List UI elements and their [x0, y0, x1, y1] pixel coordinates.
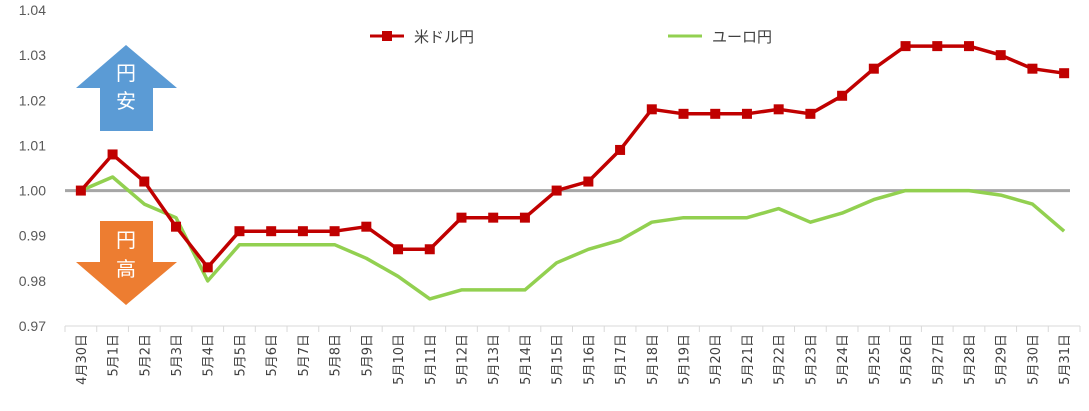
data-point-marker	[107, 149, 118, 160]
y-tick-label: 0.97	[19, 318, 46, 334]
x-tick-label: 5月12日	[455, 334, 470, 385]
x-tick-label: 5月3日	[170, 334, 185, 377]
x-tick-label: 5月18日	[646, 334, 661, 385]
x-tick-label: 5月26日	[900, 334, 915, 385]
data-point-marker	[424, 244, 435, 255]
data-point-marker	[297, 226, 308, 237]
y-tick-label: 1.01	[19, 137, 46, 153]
weak-yen-label-2: 安	[116, 89, 136, 113]
data-point-marker	[646, 104, 657, 115]
x-tick-label: 5月27日	[931, 334, 946, 385]
x-tick-label: 5月19日	[678, 334, 693, 385]
data-point-marker	[710, 108, 721, 119]
data-point-marker	[266, 226, 277, 237]
y-tick-label: 1.02	[19, 92, 46, 108]
strong-yen-label-1: 円	[116, 228, 136, 252]
x-tick-label: 5月7日	[297, 334, 312, 377]
y-tick-label: 1.03	[19, 47, 46, 63]
y-tick-label: 1.04	[19, 2, 46, 18]
x-tick-label: 5月16日	[582, 334, 597, 385]
data-point-marker	[488, 212, 499, 223]
y-tick-label: 0.99	[19, 228, 46, 244]
x-tick-label: 5月28日	[963, 334, 978, 385]
data-point-marker	[361, 221, 372, 232]
data-point-marker	[583, 176, 594, 187]
data-point-marker	[75, 185, 86, 196]
data-point-marker	[615, 144, 626, 155]
data-point-marker	[868, 63, 879, 74]
x-tick-label: 5月20日	[709, 334, 724, 385]
data-point-marker	[329, 226, 340, 237]
data-point-marker	[202, 262, 213, 273]
series-line-1	[80, 175, 1066, 301]
weak-yen-label-1: 円	[116, 61, 136, 85]
x-tick-label: 5月11日	[424, 334, 439, 385]
legend-item-usd: 米ドル円	[370, 28, 474, 46]
y-tick-label: 1.00	[19, 183, 46, 199]
data-point-marker	[741, 108, 752, 119]
series-lines	[75, 41, 1070, 301]
series-line-0	[79, 44, 1065, 270]
data-point-marker	[995, 50, 1006, 61]
x-tick-label: 5月4日	[202, 334, 217, 377]
x-tick-label: 5月14日	[519, 334, 534, 385]
data-point-marker	[900, 41, 911, 52]
data-point-marker	[932, 41, 943, 52]
x-axis: 4月30日 5月1日 5月2日 5月3日 5月4日 5月5日 5月6日 5月7日 5月8日 5月9…	[64, 325, 1081, 385]
x-tick-label: 5月2日	[138, 334, 153, 377]
x-tick-label: 5月8日	[329, 334, 344, 377]
data-point-marker	[963, 41, 974, 52]
x-tick-label: 5月5日	[233, 334, 248, 377]
x-tick-label: 4月30日	[75, 334, 90, 385]
data-point-marker	[393, 244, 404, 255]
data-point-marker	[234, 226, 245, 237]
x-tick-label: 5月31日	[1058, 334, 1073, 385]
x-tick-label: 5月29日	[995, 334, 1010, 385]
data-point-marker	[139, 176, 150, 187]
x-tick-label: 5月13日	[487, 334, 502, 385]
y-tick-label: 0.98	[19, 273, 46, 289]
legend: 米ドル円 ユーロ円	[370, 28, 772, 46]
strong-yen-arrow: 円 高	[76, 221, 177, 305]
x-tick-label: 5月22日	[773, 334, 788, 385]
x-tick-label: 5月1日	[107, 334, 122, 377]
x-tick-label: 5月21日	[741, 334, 756, 385]
data-point-marker	[773, 104, 784, 115]
legend-label-eur: ユーロ円	[712, 28, 772, 46]
data-point-marker	[1059, 68, 1070, 79]
x-tick-label: 5月25日	[868, 334, 883, 385]
x-tick-label: 5月30日	[1026, 334, 1041, 385]
weak-yen-arrow: 円 安	[76, 45, 177, 131]
data-point-marker	[1027, 63, 1038, 74]
data-point-marker	[171, 221, 182, 232]
y-axis: 0.97 0.98 0.99 1.00 1.01 1.02 1.03 1.04	[19, 2, 46, 334]
data-point-marker	[456, 212, 467, 223]
legend-item-eur: ユーロ円	[668, 28, 772, 46]
data-point-marker	[678, 108, 689, 119]
data-point-marker	[519, 212, 530, 223]
legend-label-usd: 米ドル円	[414, 28, 474, 46]
data-point-marker	[551, 185, 562, 196]
data-point-marker	[805, 108, 816, 119]
x-tick-label: 5月24日	[836, 334, 851, 385]
x-tick-label: 5月10日	[392, 334, 407, 385]
x-tick-label: 5月6日	[265, 334, 280, 377]
x-tick-label: 5月17日	[614, 334, 629, 385]
x-tick-label: 5月9日	[360, 334, 375, 377]
strong-yen-label-2: 高	[116, 257, 136, 281]
data-point-marker	[837, 90, 848, 101]
x-tick-label: 5月15日	[551, 334, 566, 385]
x-tick-label: 5月23日	[804, 334, 819, 385]
